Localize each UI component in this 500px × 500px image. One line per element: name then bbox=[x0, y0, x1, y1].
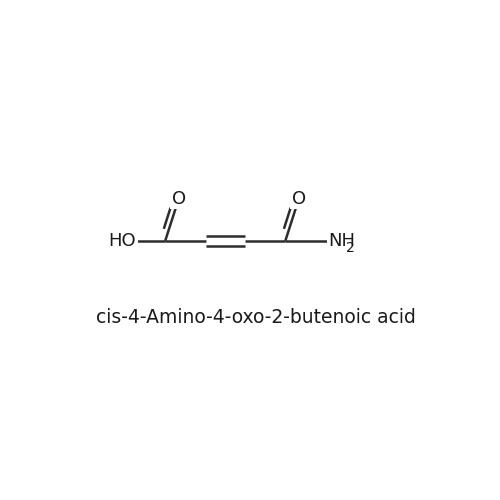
Text: 2: 2 bbox=[346, 241, 354, 255]
Text: O: O bbox=[172, 190, 186, 208]
Text: NH: NH bbox=[328, 232, 355, 250]
Text: cis-4-Amino-4-oxo-2-butenoic acid: cis-4-Amino-4-oxo-2-butenoic acid bbox=[96, 308, 416, 328]
Text: HO: HO bbox=[109, 232, 136, 250]
Text: O: O bbox=[292, 190, 306, 208]
